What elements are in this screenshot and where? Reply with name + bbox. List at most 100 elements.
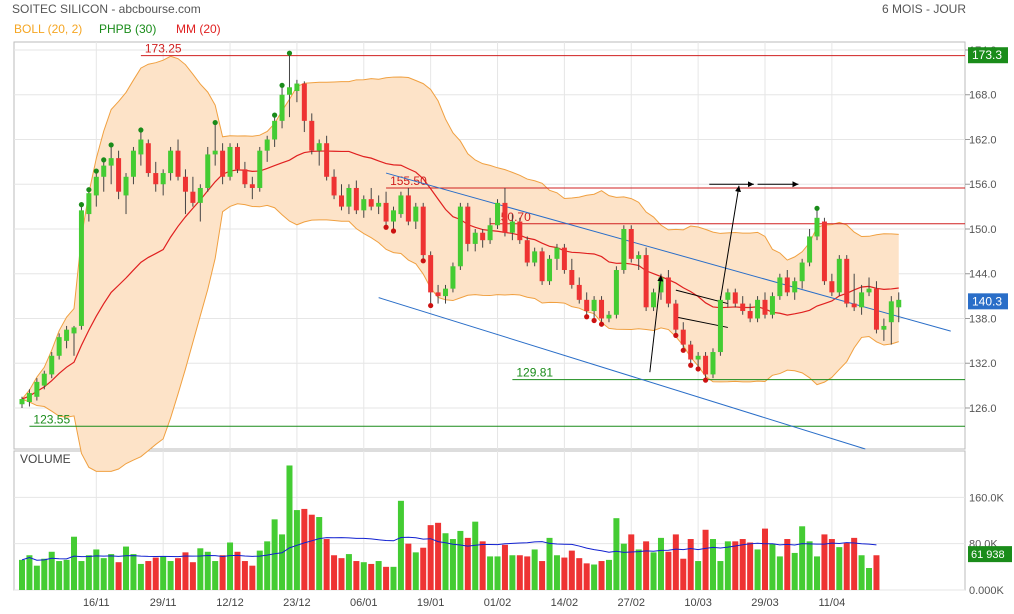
volume-bar <box>33 565 40 590</box>
volume-bar <box>323 539 330 590</box>
price-tick-label: 156.0 <box>969 179 997 191</box>
candle-body <box>19 399 25 405</box>
candle-body <box>866 288 872 293</box>
volume-bar <box>212 561 219 590</box>
volume-bar <box>702 529 709 590</box>
candle-body <box>420 206 426 256</box>
candle-body <box>175 150 181 177</box>
date-tick-label: 16/11 <box>83 597 110 609</box>
candle-body <box>695 355 701 360</box>
volume-bar <box>806 541 813 590</box>
candle-body <box>673 303 679 330</box>
candle-body <box>873 288 879 330</box>
candle-body <box>740 303 746 312</box>
volume-bar <box>680 558 687 590</box>
bollinger-upper-line <box>21 55 899 400</box>
phpb-high-marker <box>78 202 85 208</box>
volume-bar <box>635 549 642 590</box>
candle-body <box>792 281 798 293</box>
phpb-high-marker <box>279 82 285 88</box>
volume-bar <box>695 561 702 590</box>
candle-body <box>361 199 367 211</box>
volume-bar <box>836 547 843 590</box>
volume-bar <box>256 550 263 590</box>
candle-body <box>450 266 456 289</box>
volume-average-line <box>21 536 877 561</box>
candle-body <box>168 150 174 174</box>
volume-bar <box>539 561 546 590</box>
date-tick-label: 19/01 <box>417 597 445 609</box>
price-tick-label: 132.0 <box>969 358 997 370</box>
volume-bar <box>717 561 724 590</box>
phpb-low-marker <box>695 366 701 372</box>
candle-body <box>227 146 233 177</box>
volume-bar <box>249 565 256 590</box>
volume-bar <box>93 549 100 590</box>
phpb-high-marker <box>272 112 278 118</box>
volume-panel-title: VOLUME <box>20 452 71 466</box>
volume-bar <box>331 555 338 590</box>
candle-body <box>547 258 553 282</box>
volume-bar <box>546 537 553 590</box>
volume-tick-label: 160.0K <box>969 492 1005 504</box>
volume-bar <box>219 555 226 590</box>
volume-bar <box>175 558 182 590</box>
candle-body <box>465 206 471 244</box>
candle-body <box>821 221 827 282</box>
volume-bar <box>85 555 92 590</box>
volume-bar <box>531 549 538 590</box>
candle-body <box>807 236 813 263</box>
candle-body <box>56 337 62 356</box>
price-panel-frame <box>13 41 966 450</box>
candle-body <box>272 120 278 140</box>
volume-bar <box>26 555 33 590</box>
volume-bar <box>152 557 159 590</box>
volume-bar <box>123 546 130 590</box>
phpb-high-marker <box>86 187 92 193</box>
candle-body <box>376 202 382 207</box>
candle-body <box>472 232 478 244</box>
candle-body <box>116 158 122 192</box>
candle-body <box>561 247 567 271</box>
volume-bar <box>167 561 174 590</box>
price-tag-label: 140.3 <box>972 294 1002 308</box>
candle-body <box>643 255 649 308</box>
volume-bar <box>130 554 137 590</box>
candle-body <box>881 325 887 330</box>
candle-body <box>49 355 55 375</box>
date-tick-label: 01/02 <box>484 597 512 609</box>
volume-bar <box>78 561 85 590</box>
candle-body <box>539 251 545 282</box>
legend-bollinger: BOLL (20, 2) <box>14 22 83 36</box>
phpb-low-marker <box>598 321 605 327</box>
volume-bar <box>843 542 850 590</box>
candle-body <box>64 329 70 341</box>
volume-bar <box>316 517 323 590</box>
candle-body <box>457 206 463 267</box>
volume-bar <box>487 556 494 590</box>
volume-bar <box>457 530 464 590</box>
volume-bar <box>189 562 196 590</box>
phpb-high-marker <box>138 127 144 133</box>
price-tag-box <box>968 47 1008 64</box>
price-tag-label: 173.3 <box>972 48 1002 62</box>
volume-bar <box>449 539 456 590</box>
candle-body <box>264 139 270 151</box>
volume-tag-label: 61 938 <box>971 549 1005 561</box>
candle-body <box>346 187 352 207</box>
phpb-high-marker <box>814 205 820 211</box>
volume-bar <box>657 537 664 590</box>
candle-body <box>829 281 835 293</box>
candle-body <box>234 146 240 170</box>
candle-body <box>651 292 657 308</box>
candle-body <box>368 199 374 207</box>
volume-bar <box>605 559 612 590</box>
candle-body <box>725 292 731 300</box>
volume-bar <box>286 465 293 590</box>
candle-body <box>799 262 805 282</box>
candle-body <box>784 277 790 293</box>
volume-bar <box>524 556 531 590</box>
price-tick-label: 126.0 <box>969 403 997 415</box>
candle-body <box>93 176 99 196</box>
